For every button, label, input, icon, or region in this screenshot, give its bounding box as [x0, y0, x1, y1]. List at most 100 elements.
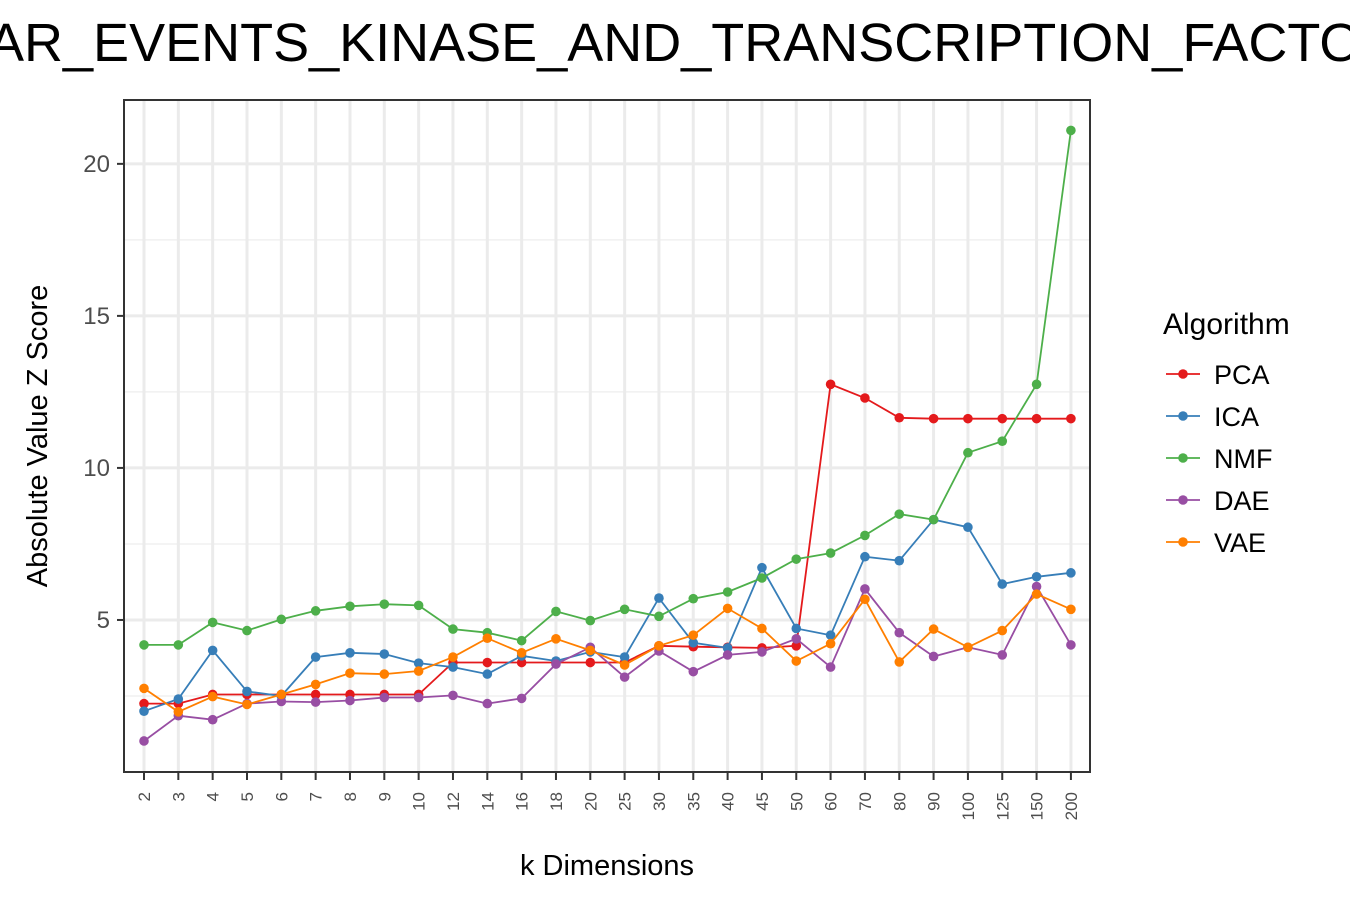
series-line-vae	[143, 593, 1072, 713]
data-point-dae	[860, 584, 870, 594]
data-point-vae	[207, 691, 218, 702]
data-point-dae	[448, 690, 458, 701]
data-point-dae	[757, 647, 767, 657]
y-axis-title: Absolute Value Z Score	[22, 285, 54, 588]
data-point-pca	[928, 413, 939, 424]
data-point-vae	[379, 669, 390, 679]
data-point-vae	[894, 657, 905, 667]
data-point-vae	[173, 706, 184, 717]
data-point-nmf	[757, 573, 767, 583]
data-point-vae	[516, 648, 527, 658]
legend-label: NMF	[1214, 444, 1272, 474]
x-tick-label: 20	[581, 792, 600, 811]
data-point-vae	[585, 645, 596, 656]
series-dae	[139, 581, 1076, 746]
data-point-nmf	[345, 601, 355, 612]
data-point-dae	[688, 666, 699, 677]
legend-item-dae: DAE	[1166, 486, 1270, 516]
data-point-pca	[997, 413, 1008, 424]
data-point-vae	[448, 652, 458, 662]
x-tick-label: 3	[169, 792, 188, 801]
data-point-ica	[654, 593, 664, 603]
data-point-nmf	[619, 604, 630, 615]
data-point-vae	[860, 594, 870, 605]
data-point-vae	[757, 623, 767, 634]
data-point-nmf	[688, 593, 699, 604]
legend-key-point	[1178, 453, 1188, 463]
x-tick-label: 18	[547, 792, 566, 811]
data-point-ica	[722, 643, 733, 653]
data-point-pca	[482, 657, 493, 668]
data-point-vae	[688, 630, 699, 640]
data-point-nmf	[551, 606, 561, 617]
legend-item-vae: VAE	[1166, 528, 1266, 558]
data-point-ica	[791, 623, 802, 634]
legend-key-point	[1178, 369, 1188, 379]
chart-title-text: AR_EVENTS_KINASE_AND_TRANSCRIPTION_FACTO	[0, 13, 1350, 73]
data-point-nmf	[963, 447, 973, 458]
x-tick-label: 70	[856, 792, 875, 811]
data-point-nmf	[585, 615, 596, 626]
x-tick-label: 10	[410, 792, 429, 811]
data-point-dae	[413, 692, 424, 703]
data-point-ica	[619, 652, 630, 662]
data-point-dae	[825, 662, 836, 672]
data-point-vae	[928, 624, 939, 634]
data-point-pca	[585, 657, 596, 668]
x-tick-label: 8	[341, 792, 360, 801]
data-point-nmf	[516, 635, 527, 646]
data-point-dae	[276, 696, 287, 707]
y-tick-label: 5	[97, 607, 110, 634]
series-layer	[139, 125, 1076, 746]
data-point-ica	[1066, 568, 1076, 578]
x-tick-label: 50	[787, 792, 806, 811]
data-point-nmf	[310, 606, 321, 616]
data-point-vae	[276, 689, 287, 700]
data-point-ica	[1031, 571, 1042, 582]
series-line-dae	[143, 584, 1072, 742]
data-point-nmf	[413, 600, 424, 611]
legend-key-point	[1178, 411, 1188, 421]
data-point-vae	[825, 638, 836, 649]
data-point-ica	[139, 706, 149, 716]
data-point-ica	[860, 551, 870, 562]
data-point-nmf	[860, 530, 870, 541]
x-tick-label: 25	[616, 792, 635, 811]
data-point-ica	[688, 637, 699, 648]
x-tick-label: 100	[959, 792, 978, 820]
data-point-nmf	[722, 587, 733, 597]
x-tick-label: 6	[272, 792, 291, 801]
data-point-pca	[139, 698, 149, 709]
series-line-ica	[143, 518, 1072, 713]
data-point-ica	[825, 630, 836, 640]
x-tick-label: 12	[444, 792, 463, 811]
data-point-dae	[516, 693, 527, 704]
data-point-nmf	[1031, 379, 1042, 390]
data-point-vae	[139, 683, 149, 694]
data-point-nmf	[242, 625, 252, 636]
x-tick-label: 2	[135, 792, 154, 801]
data-point-dae	[345, 695, 355, 706]
x-tick-label: 45	[753, 792, 772, 811]
data-point-pca	[860, 393, 870, 403]
legend-label: VAE	[1214, 528, 1266, 558]
gridlines	[124, 100, 1090, 772]
data-point-dae	[310, 697, 321, 707]
data-point-pca	[825, 379, 836, 390]
x-tick-label: 14	[478, 792, 497, 811]
legend-item-nmf: NMF	[1166, 444, 1272, 474]
data-point-vae	[551, 634, 561, 644]
data-point-nmf	[825, 548, 836, 558]
data-point-dae	[139, 736, 149, 746]
x-tick-label: 150	[1028, 792, 1047, 820]
x-axis-title: k Dimensions	[520, 850, 694, 882]
legend: Algorithm PCA ICA NMF DAE VAE	[1163, 308, 1290, 558]
legend-key-point	[1178, 495, 1188, 505]
data-point-nmf	[276, 614, 287, 625]
data-point-nmf	[139, 640, 149, 650]
data-point-ica	[242, 686, 252, 697]
data-point-ica	[448, 662, 458, 672]
data-point-nmf	[997, 436, 1008, 446]
data-point-vae	[997, 625, 1008, 636]
